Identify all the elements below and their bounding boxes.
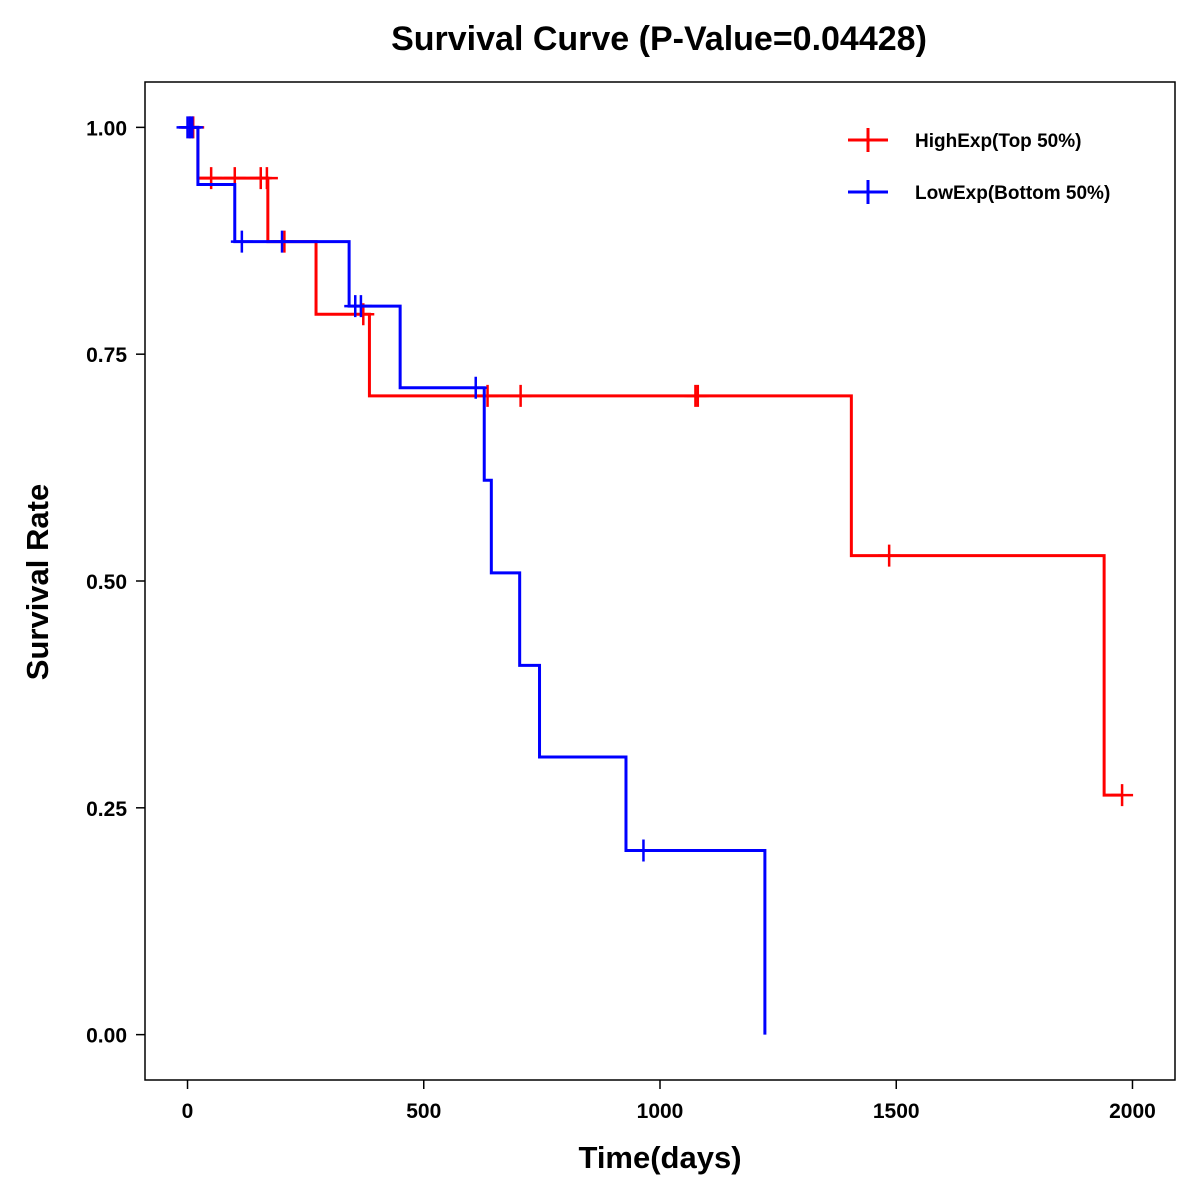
low-exp-censor-mark (464, 376, 487, 399)
high-exp-censor-mark (1111, 784, 1134, 807)
y-axis-title: Survival Rate (20, 484, 55, 680)
legend-label-low-exp: LowExp(Bottom 50%) (915, 183, 1110, 204)
legend-key-low-exp (848, 180, 888, 204)
series-layer (176, 116, 1134, 1035)
x-axis: 0 500 1000 1500 2000 (182, 1080, 1156, 1123)
y-axis: 0.00 0.25 0.50 0.75 1.00 (86, 117, 145, 1048)
y-tick-label: 0.75 (86, 344, 127, 367)
legend: HighExp(Top 50%) LowExp(Bottom 50%) (848, 128, 1110, 204)
legend-key-high-exp (848, 128, 888, 152)
y-tick-label: 0.00 (86, 1025, 127, 1048)
x-tick-label: 1000 (637, 1100, 684, 1123)
x-tick-label: 1500 (873, 1100, 920, 1123)
x-tick-label: 2000 (1109, 1100, 1156, 1123)
x-tick-label: 0 (182, 1100, 194, 1123)
high-exp-censor-mark (878, 544, 901, 567)
high-exp-survival-line (187, 125, 1124, 797)
low-exp-censor-mark (349, 295, 372, 318)
high-exp-censor-mark (509, 384, 532, 407)
low-exp-survival-line (187, 125, 767, 1035)
plot-frame (144, 81, 1176, 1081)
low-exp-censor-mark (271, 230, 294, 253)
x-axis-title: Time(days) (578, 1140, 741, 1175)
high-exp-censor-mark (476, 384, 499, 407)
x-tick-label: 500 (406, 1100, 441, 1123)
y-tick-label: 1.00 (86, 117, 127, 140)
y-tick-label: 0.25 (86, 798, 127, 821)
high-exp-censor-mark (255, 167, 278, 190)
high-exp-censor-mark (686, 384, 709, 407)
chart-title: Survival Curve (P-Value=0.04428) (391, 20, 927, 58)
low-exp-censor-mark (181, 116, 204, 139)
y-tick-label: 0.50 (86, 571, 127, 594)
low-exp-censor-mark (632, 839, 655, 862)
legend-label-high-exp: HighExp(Top 50%) (915, 131, 1081, 152)
low-exp-censor-mark (230, 230, 253, 253)
